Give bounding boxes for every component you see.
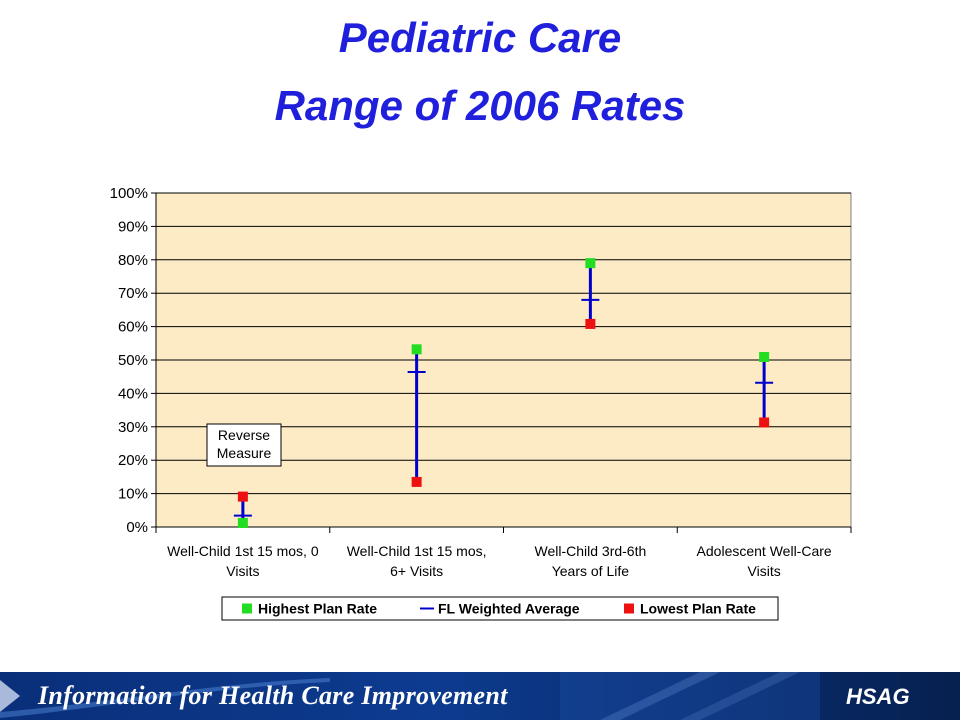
y-tick-label: 0% <box>126 519 148 536</box>
lowest-rate-point <box>585 318 596 329</box>
y-tick-label: 60% <box>118 319 148 336</box>
y-tick-label: 30% <box>118 419 148 436</box>
hsag-logo: HSAG <box>846 684 910 709</box>
footer-swoosh-decoration <box>0 672 820 720</box>
y-tick-label: 100% <box>110 185 148 202</box>
legend-label: Highest Plan Rate <box>258 601 377 617</box>
footer-tagline: Information for Health Care Improvement <box>38 681 508 710</box>
lowest-rate-point <box>759 417 770 428</box>
legend-swatch <box>624 603 634 614</box>
y-tick-label: 40% <box>118 385 148 402</box>
highest-rate-point <box>759 351 770 362</box>
annotation-text: Measure <box>217 445 272 461</box>
x-category-label: Well-Child 3rd-6th <box>534 543 646 559</box>
legend <box>221 596 779 621</box>
x-category-label: Well-Child 1st 15 mos, <box>347 543 487 559</box>
annotation-box <box>206 423 282 467</box>
legend-label: FL Weighted Average <box>438 601 580 617</box>
highest-rate-point <box>237 517 248 528</box>
y-tick-label: 70% <box>118 285 148 302</box>
y-tick-label: 10% <box>118 486 148 503</box>
legend-label: Lowest Plan Rate <box>640 601 756 617</box>
x-category-label: Visits <box>748 563 781 579</box>
lowest-rate-point <box>411 476 422 487</box>
x-category-label: Years of Life <box>552 563 630 579</box>
highest-rate-point <box>585 258 596 269</box>
slide-subtitle: Range of 2006 Rates <box>274 82 686 129</box>
x-category-label: 6+ Visits <box>390 563 443 579</box>
lowest-rate-point <box>237 491 248 502</box>
slide-title: Pediatric Care <box>338 14 622 61</box>
x-category-label: Visits <box>226 563 259 579</box>
footer-banner: Information for Health Care Improvement … <box>0 672 960 720</box>
y-tick-label: 20% <box>118 452 148 469</box>
x-category-label: Adolescent Well-Care <box>697 543 832 559</box>
highest-rate-point <box>411 344 422 355</box>
legend-swatch <box>242 603 252 614</box>
y-tick-label: 90% <box>118 218 148 235</box>
range-chart: 0% 10% 20% 30% 40% 50% 60% 70% 80% 90% 100% Well-Ch… <box>110 185 852 621</box>
annotation-text: Reverse <box>218 427 270 443</box>
x-category-label: Well-Child 1st 15 mos, 0 <box>167 543 319 559</box>
y-tick-label: 50% <box>118 352 148 369</box>
y-tick-label: 80% <box>118 252 148 269</box>
